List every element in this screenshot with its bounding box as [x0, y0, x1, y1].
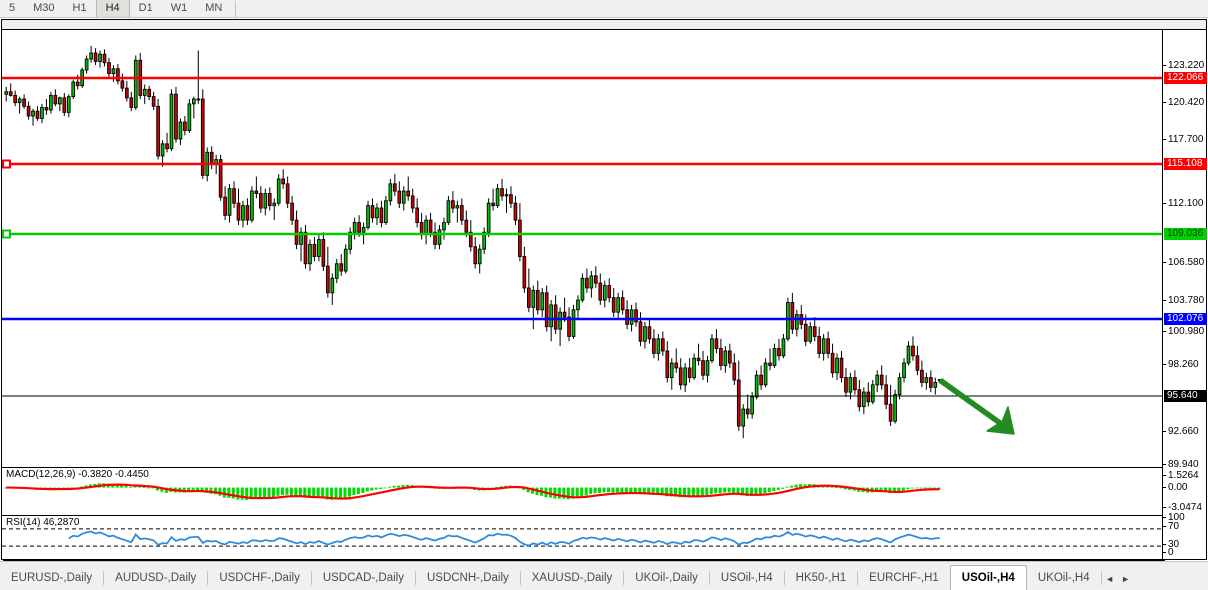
tab-divider: [519, 571, 521, 585]
chart-top-strip: [2, 20, 1206, 30]
tab-divider: [623, 571, 625, 585]
chart-tab[interactable]: UKOil-,H4: [1037, 572, 1090, 584]
macd-plot: [4, 483, 941, 501]
rsi-line: [68, 530, 940, 547]
price-scale-tick: 100: [1163, 512, 1206, 523]
toolbar-divider: [235, 0, 237, 17]
timeframe-button-w1[interactable]: W1: [170, 2, 188, 14]
price-scale-tick: -3.0474: [1163, 502, 1206, 513]
tab-scroll-left-icon[interactable]: ◄: [1105, 574, 1115, 584]
price-scale-tick: 0: [1163, 547, 1206, 558]
price-scale-tick: 89.940: [1163, 459, 1206, 470]
price-scale-tick: 112.100: [1163, 198, 1206, 209]
timeframe-button-m15[interactable]: 5: [9, 2, 16, 14]
price-scale-tick: 30: [1163, 539, 1206, 550]
chart-tab-active[interactable]: USOil-,H4: [949, 565, 1027, 590]
price-scale-tick: 100.980: [1163, 326, 1206, 337]
chart-tab[interactable]: AUDUSD-,Daily: [115, 572, 197, 584]
price-scale-tick: 1.5264: [1163, 470, 1206, 481]
timeframe-button-h4[interactable]: H4: [95, 0, 130, 17]
price-scale-tag: 109.036: [1164, 228, 1207, 240]
price-scale-tick: 106.580: [1163, 257, 1206, 268]
price-scale-tick: 70: [1163, 521, 1206, 532]
tab-divider: [207, 571, 209, 585]
chart-tab[interactable]: USDCHF-,Daily: [219, 572, 300, 584]
tab-divider: [708, 571, 710, 585]
macd-signal-line: [6, 483, 940, 500]
price-scale-tag: 102.076: [1164, 313, 1207, 325]
timeframe-button-h1[interactable]: H1: [72, 2, 87, 14]
chart-tab[interactable]: HK50-,H1: [795, 572, 847, 584]
chart-tab[interactable]: USDCNH-,Daily: [426, 572, 509, 584]
tab-scroll-right-icon[interactable]: ►: [1121, 574, 1131, 584]
tab-divider: [1100, 571, 1102, 585]
price-panel[interactable]: [2, 30, 1164, 466]
tab-divider: [103, 571, 105, 585]
chart-tab-bar: EURUSD-,Daily AUDUSD-,Daily USDCHF-,Daily U…: [0, 561, 1208, 590]
candle-series: [4, 45, 942, 439]
price-scale-tick: 98.260: [1163, 359, 1206, 370]
chart-tab[interactable]: EURUSD-,Daily: [11, 572, 93, 584]
macd-panel[interactable]: [2, 467, 1164, 514]
down-trend-arrow: [938, 378, 1015, 435]
tab-divider: [783, 571, 785, 585]
timeframe-button-m30[interactable]: M30: [33, 2, 55, 14]
chart-tab[interactable]: XAUUSD-,Daily: [531, 572, 613, 584]
price-scale-tag: 115.108: [1164, 158, 1207, 170]
tab-divider: [310, 571, 312, 585]
price-scale-tick: 0.00: [1163, 482, 1206, 493]
timeframe-button-mn[interactable]: MN: [205, 2, 223, 14]
candlestick-plot: [2, 45, 1164, 439]
chart-tab[interactable]: EURCHF-,H1: [869, 572, 939, 584]
price-scale-tick: 123.220: [1163, 60, 1206, 71]
price-scale-axis[interactable]: 123.220 122.066 120.420 117.700 115.108 112.1…: [1162, 30, 1207, 559]
chart-tab[interactable]: USOil-,H4: [720, 572, 773, 584]
tab-divider: [414, 571, 416, 585]
rsi-panel[interactable]: [2, 515, 1164, 559]
price-scale-tag: 122.066: [1164, 72, 1207, 84]
price-scale-tick: 92.660: [1163, 426, 1206, 437]
timeframe-button-d1[interactable]: D1: [138, 2, 153, 14]
price-scale-tick: 117.700: [1163, 134, 1206, 145]
price-levels: [2, 76, 1164, 397]
price-scale-tick: 103.780: [1163, 295, 1206, 306]
rsi-plot: [2, 528, 1164, 547]
price-scale-tick: 120.420: [1163, 97, 1206, 108]
timeframe-toolbar: 5 M30 H1 H4 D1 W1 MN: [0, 0, 1208, 18]
chart-tab[interactable]: UKOil-,Daily: [635, 572, 698, 584]
chart-tab[interactable]: USDCAD-,Daily: [322, 572, 404, 584]
price-scale-tag: 95.640: [1164, 390, 1207, 402]
tab-divider: [857, 571, 859, 585]
chart-area[interactable]: USOil-,H4 95.610 95.651 95.555 95.640 MA…: [1, 19, 1207, 579]
